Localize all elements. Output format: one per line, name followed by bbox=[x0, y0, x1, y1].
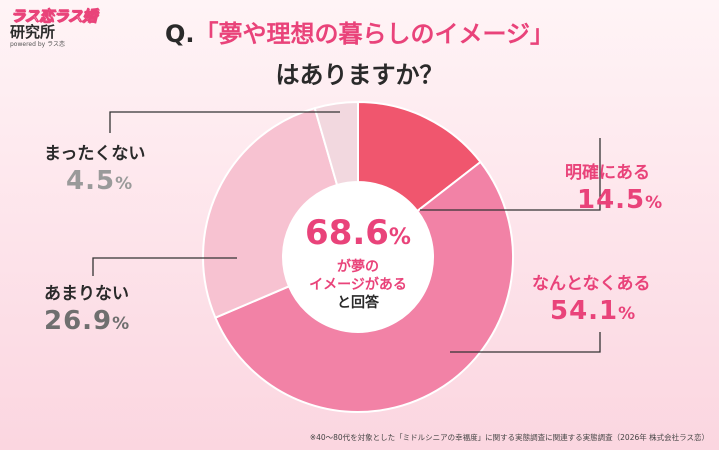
label-mattaku: まったくない 4.5% bbox=[44, 143, 145, 200]
center-unit: % bbox=[388, 225, 411, 250]
title-line1: Q.「夢や理想の暮らしのイメージ」 bbox=[0, 19, 719, 49]
center-line3: と回答 bbox=[337, 295, 379, 311]
center-value: 68.6 bbox=[305, 213, 389, 253]
center-line2: イメージがある bbox=[309, 277, 407, 293]
label-meikaku-unit: % bbox=[645, 193, 664, 213]
leader-meikaku bbox=[420, 138, 601, 211]
leader-amari bbox=[92, 257, 237, 276]
label-nantonaku-name: なんとなくある bbox=[532, 274, 651, 294]
label-nantonaku: なんとなくある 54.1% bbox=[532, 273, 651, 330]
label-meikaku-value: 14.5 bbox=[577, 185, 646, 215]
label-amari: あまりない 26.9% bbox=[44, 283, 130, 340]
label-nantonaku-unit: % bbox=[618, 304, 637, 324]
leader-nantonaku bbox=[450, 332, 601, 353]
footnote: ※40〜80代を対象とした「ミドルシニアの幸福度」に関する実態調査に関連する実態… bbox=[309, 433, 709, 442]
center-line1: が夢の bbox=[337, 259, 379, 275]
logo-line3: powered by ラス恋 bbox=[10, 41, 65, 48]
leader-mattaku bbox=[109, 111, 340, 133]
title-q: Q. bbox=[164, 20, 195, 48]
label-mattaku-unit: % bbox=[115, 174, 134, 194]
title-line2: はありますか？ bbox=[275, 61, 444, 89]
label-meikaku-name: 明確にある bbox=[565, 163, 650, 183]
label-meikaku: 明確にある 14.5% bbox=[565, 162, 663, 219]
label-mattaku-value: 4.5 bbox=[66, 166, 116, 196]
label-mattaku-name: まったくない bbox=[44, 144, 146, 164]
center-summary: 68.6% が夢の イメージがある と回答 bbox=[280, 213, 436, 312]
label-nantonaku-value: 54.1 bbox=[550, 296, 619, 326]
label-amari-unit: % bbox=[112, 314, 131, 334]
logo: ラス恋ラス婚 研究所 powered by ラス恋 bbox=[10, 8, 102, 49]
donut-hole bbox=[283, 182, 433, 332]
label-amari-name: あまりない bbox=[44, 284, 129, 304]
logo-line1: ラス恋ラス婚 bbox=[10, 7, 98, 25]
label-amari-value: 26.9 bbox=[44, 306, 113, 336]
title-highlight: 「夢や理想の暮らしのイメージ」 bbox=[194, 20, 555, 48]
logo-line2: 研究所 bbox=[10, 23, 56, 41]
